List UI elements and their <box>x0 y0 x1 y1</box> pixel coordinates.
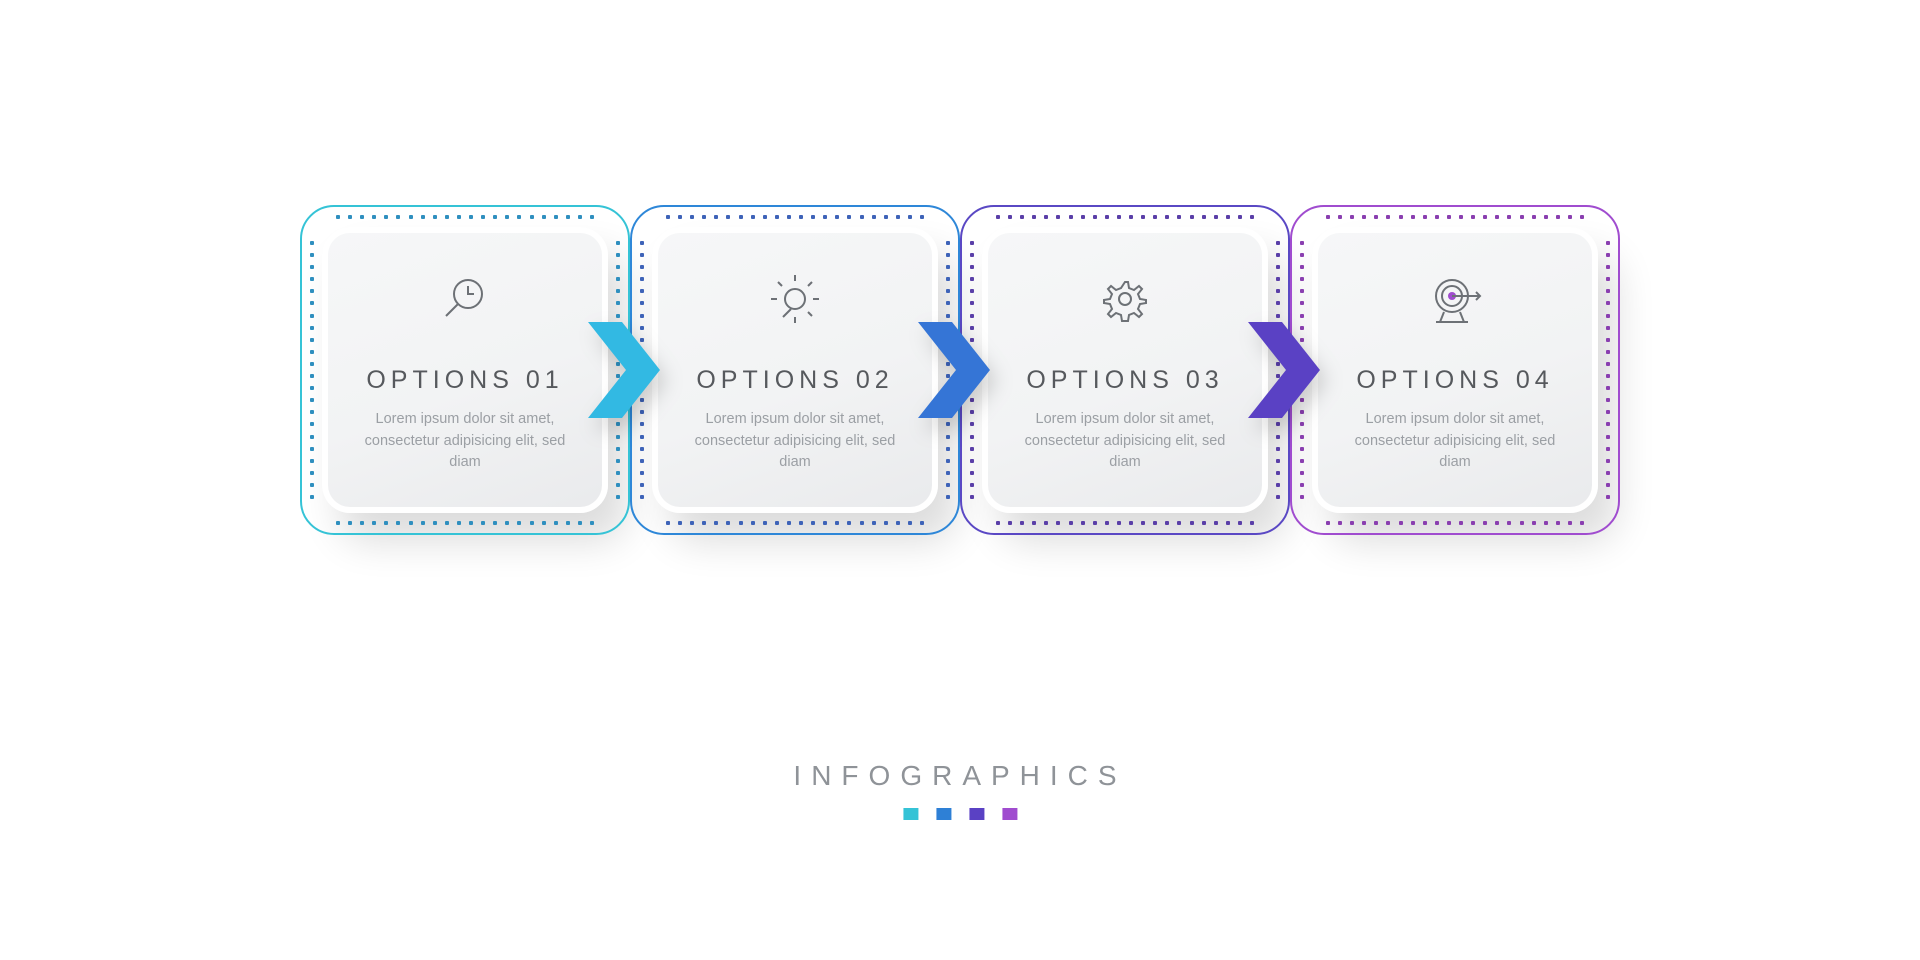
chevron-right-icon <box>918 322 1002 418</box>
step-card-3: OPTIONS 03 Lorem ipsum dolor sit amet, c… <box>960 205 1290 535</box>
chevron-right-icon <box>1248 322 1332 418</box>
card-title: OPTIONS 01 <box>366 366 563 395</box>
card-content: OPTIONS 03 Lorem ipsum dolor sit amet, c… <box>982 227 1268 513</box>
step-card-1: OPTIONS 01 Lorem ipsum dolor sit amet, c… <box>300 205 630 535</box>
card-body: Lorem ipsum dolor sit amet, consectetur … <box>1014 409 1236 474</box>
swatch-3 <box>969 808 984 820</box>
step-card-4: OPTIONS 04 Lorem ipsum dolor sit amet, c… <box>1290 205 1620 535</box>
card-title: OPTIONS 04 <box>1356 366 1553 395</box>
steps-row: OPTIONS 01 Lorem ipsum dolor sit amet, c… <box>300 205 1620 535</box>
card-content: OPTIONS 02 Lorem ipsum dolor sit amet, c… <box>652 227 938 513</box>
target-goal-icon <box>1426 266 1484 332</box>
footer: INFOGRAPHICS <box>793 760 1126 820</box>
lightbulb-idea-icon <box>765 266 825 332</box>
chevron-right-icon <box>588 322 672 418</box>
footer-title: INFOGRAPHICS <box>793 760 1126 792</box>
card-body: Lorem ipsum dolor sit amet, consectetur … <box>684 409 906 474</box>
swatch-4 <box>1002 808 1017 820</box>
card-title: OPTIONS 03 <box>1026 366 1223 395</box>
card-body: Lorem ipsum dolor sit amet, consectetur … <box>354 409 576 474</box>
card-content: OPTIONS 01 Lorem ipsum dolor sit amet, c… <box>322 227 608 513</box>
card-content: OPTIONS 04 Lorem ipsum dolor sit amet, c… <box>1312 227 1598 513</box>
swatch-2 <box>936 808 951 820</box>
swatch-1 <box>903 808 918 820</box>
gear-settings-icon <box>1100 266 1150 332</box>
card-title: OPTIONS 02 <box>696 366 893 395</box>
magnifier-clock-icon <box>438 266 492 332</box>
footer-swatches <box>793 808 1126 820</box>
card-body: Lorem ipsum dolor sit amet, consectetur … <box>1344 409 1566 474</box>
step-card-2: OPTIONS 02 Lorem ipsum dolor sit amet, c… <box>630 205 960 535</box>
